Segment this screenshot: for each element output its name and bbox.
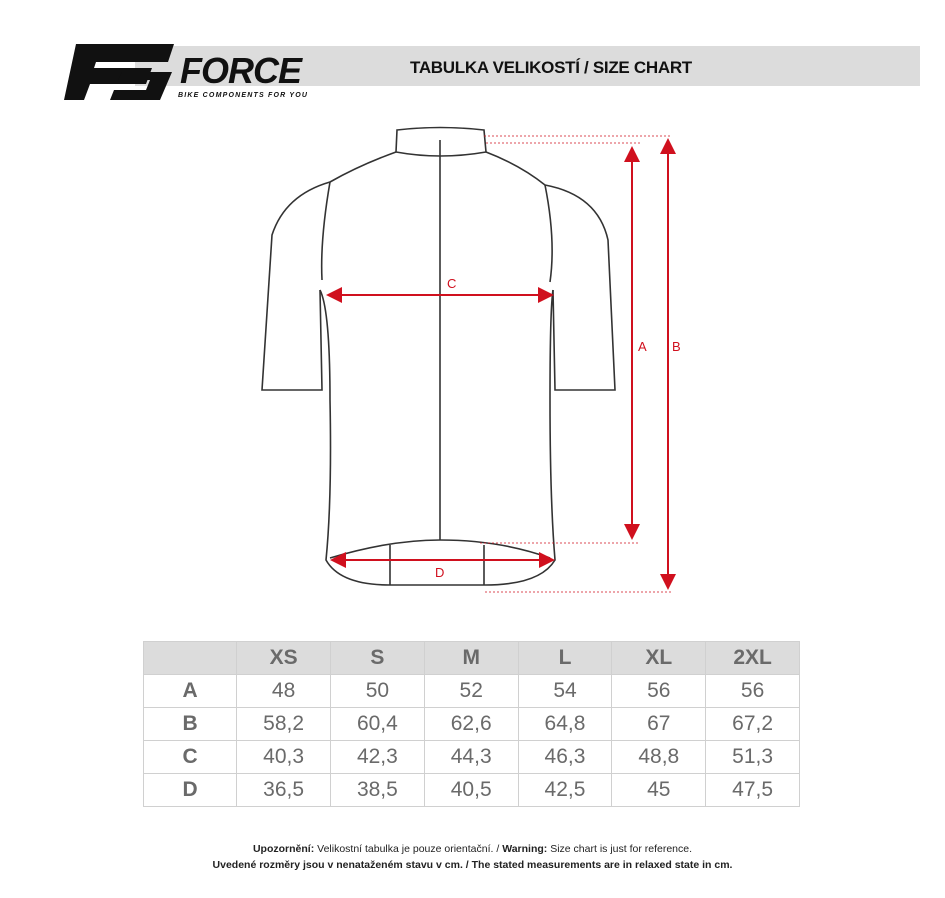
- table-row: A 48 50 52 54 56 56: [142, 674, 800, 708]
- cell: 40,3: [236, 740, 331, 774]
- page-title: TABULKA VELIKOSTÍ / SIZE CHART: [410, 58, 692, 77]
- header-bar: [135, 46, 920, 86]
- cell: 56: [611, 674, 707, 708]
- cell: 44,3: [423, 740, 519, 774]
- brand-name: FORCE: [180, 50, 302, 91]
- cell: 58,2: [236, 707, 331, 741]
- footer-note: Uvedené rozměry jsou v nenataženém stavu…: [212, 859, 733, 871]
- cell: 51,3: [705, 740, 800, 774]
- cell: 67,2: [705, 707, 800, 741]
- cell: 50: [330, 674, 425, 708]
- col-header: M: [423, 641, 519, 675]
- cell: 64,8: [517, 707, 613, 741]
- label-d: D: [435, 565, 444, 580]
- footer-warning: Upozornění: Velikostní tabulka je pouze …: [0, 843, 945, 856]
- col-header: L: [517, 641, 613, 675]
- cell: 46,3: [517, 740, 613, 774]
- cell: 52: [423, 674, 519, 708]
- row-label: B: [142, 707, 238, 741]
- cell: 47,5: [705, 773, 800, 807]
- cell: 42,5: [517, 773, 613, 807]
- warning-cz-label: Upozornění:: [252, 843, 315, 855]
- table-header-row: XS S M L XL 2XL: [142, 641, 800, 675]
- row-label: D: [142, 773, 238, 807]
- table-row: D 36,5 38,5 40,5 42,5 45 47,5: [142, 773, 800, 807]
- cell: 48: [236, 674, 331, 708]
- col-header: XL: [611, 641, 707, 675]
- label-b: B: [672, 339, 681, 354]
- col-header: S: [330, 641, 425, 675]
- label-a: A: [638, 339, 647, 354]
- guide-lines: [480, 135, 672, 593]
- row-label: A: [142, 674, 238, 708]
- corner-cell: [142, 641, 238, 675]
- force-logo-icon: [64, 44, 174, 100]
- cell: 48,8: [611, 740, 707, 774]
- size-table: XS S M L XL 2XL A 48 50 52 54 56 56 B 58,2 60,4 6…: [142, 641, 800, 807]
- row-label: C: [142, 740, 238, 774]
- table-row: B 58,2 60,4 62,6 64,8 67 67,2: [142, 707, 800, 741]
- label-c: C: [447, 276, 456, 291]
- cell: 36,5: [236, 773, 331, 807]
- jersey-diagram: A B C D: [261, 126, 681, 593]
- col-header: 2XL: [705, 641, 800, 675]
- cell: 56: [705, 674, 800, 708]
- warning-cz-text: Velikostní tabulka je pouze orientační. …: [317, 843, 500, 855]
- brand-tagline: BIKE COMPONENTS FOR YOU: [178, 92, 309, 99]
- cell: 60,4: [330, 707, 425, 741]
- warning-en-text: Size chart is just for reference.: [550, 843, 693, 855]
- cell: 67: [611, 707, 707, 741]
- cell: 42,3: [330, 740, 425, 774]
- cell: 54: [517, 674, 613, 708]
- col-header: XS: [236, 641, 331, 675]
- cell: 45: [611, 773, 707, 807]
- cell: 38,5: [330, 773, 425, 807]
- cell: 62,6: [423, 707, 519, 741]
- measure-arrows: [326, 138, 676, 590]
- warning-en-label: Warning:: [502, 843, 548, 855]
- table-row: C 40,3 42,3 44,3 46,3 48,8 51,3: [142, 740, 800, 774]
- jersey-outline: [261, 126, 616, 586]
- cell: 40,5: [423, 773, 519, 807]
